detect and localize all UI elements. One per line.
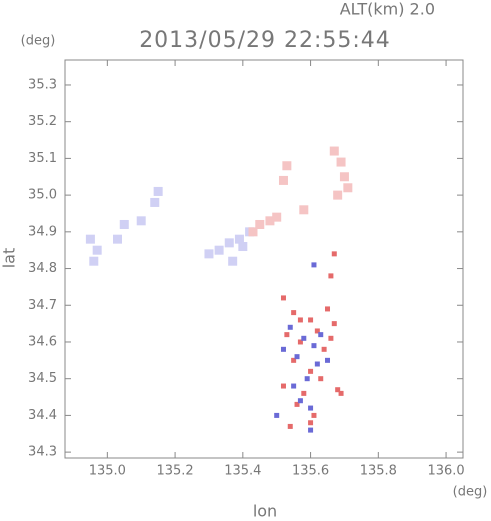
echo-cell <box>308 405 314 411</box>
echo-cell <box>234 234 244 244</box>
echo-cell <box>92 245 102 255</box>
y-tick-label: 35.0 <box>28 188 57 203</box>
echo-cell <box>333 190 343 200</box>
x-tick-label: 135.8 <box>360 464 397 479</box>
echo-cell <box>119 219 129 229</box>
echo-cell <box>291 357 297 363</box>
y-unit: (deg) <box>21 34 56 49</box>
echo-cell <box>308 427 314 433</box>
echo-cell <box>255 219 265 229</box>
echo-cell <box>311 412 317 418</box>
y-tick-label: 34.8 <box>28 261 57 276</box>
echo-cell <box>311 262 317 268</box>
echo-cell <box>335 387 341 393</box>
echo-cell <box>274 412 280 418</box>
y-tick-label: 34.3 <box>28 445 57 460</box>
echo-cell <box>294 354 300 360</box>
echo-cell <box>325 306 331 312</box>
echo-cell <box>113 234 123 244</box>
echo-cell <box>297 339 303 345</box>
y-tick-label: 35.1 <box>28 151 57 166</box>
x-unit: (deg) <box>453 485 488 500</box>
echo-cell <box>314 361 320 367</box>
echo-cell <box>280 383 286 389</box>
y-axis-label: lat <box>0 248 19 269</box>
x-axis-label: lon <box>253 502 277 521</box>
echo-cell <box>272 212 282 222</box>
echo-cell <box>304 376 310 382</box>
echo-cell <box>238 242 248 252</box>
echo-cell <box>297 317 303 323</box>
echo-cell <box>224 238 234 248</box>
echo-cell <box>278 175 288 185</box>
plot-frame <box>64 59 464 459</box>
echo-cell <box>287 324 293 330</box>
x-tick-label: 135.2 <box>156 464 193 479</box>
echo-cell <box>284 332 290 338</box>
echo-cell <box>318 332 324 338</box>
echo-cell <box>214 245 224 255</box>
echo-cell <box>287 423 293 429</box>
echo-cell <box>336 157 346 167</box>
echo-cell <box>318 376 324 382</box>
echo-cell <box>291 310 297 316</box>
x-tick-label: 135.6 <box>292 464 329 479</box>
chart-subtitle: ALT(km) 2.0 <box>340 0 435 19</box>
y-tick-label: 34.5 <box>28 371 57 386</box>
echo-cell <box>308 368 314 374</box>
echo-cell <box>331 321 337 327</box>
echo-cell <box>343 183 353 193</box>
echo-cell <box>291 383 297 389</box>
echo-cell <box>153 186 163 196</box>
echo-cell <box>282 161 292 171</box>
echo-cell <box>204 249 214 259</box>
echo-cell <box>85 234 95 244</box>
y-tick-label: 34.6 <box>28 334 57 349</box>
echo-cell <box>339 172 349 182</box>
echo-cell <box>265 216 275 226</box>
y-tick-label: 34.7 <box>28 298 57 313</box>
echo-cell <box>325 357 331 363</box>
echo-cell <box>301 335 307 341</box>
echo-cell <box>297 398 303 404</box>
echo-cell <box>89 256 99 266</box>
echo-cell <box>328 273 334 279</box>
echo-cell <box>314 328 320 334</box>
echo-cell <box>150 197 160 207</box>
echo-cell <box>299 205 309 215</box>
echo-cell <box>329 146 339 156</box>
x-tick-label: 135.4 <box>224 464 261 479</box>
echo-cell <box>301 390 307 396</box>
echo-cell <box>294 401 300 407</box>
echo-cell <box>338 390 344 396</box>
x-tick-label: 135.0 <box>89 464 126 479</box>
echo-cell <box>308 420 314 426</box>
echo-cell <box>328 335 334 341</box>
echo-cell <box>248 227 258 237</box>
echo-cell <box>136 216 146 226</box>
y-tick-label: 35.2 <box>28 114 57 129</box>
echo-cell <box>321 346 327 352</box>
y-tick-label: 34.4 <box>28 408 57 423</box>
echo-cell <box>308 317 314 323</box>
chart-title: 2013/05/29 22:55:44 <box>139 28 391 53</box>
echo-cell <box>280 295 286 301</box>
y-tick-label: 35.3 <box>28 77 57 92</box>
y-tick-label: 34.9 <box>28 224 57 239</box>
echo-cell <box>280 346 286 352</box>
echo-cell <box>331 251 337 257</box>
x-tick-label: 136.0 <box>427 464 464 479</box>
echo-cell <box>228 256 238 266</box>
echo-cell <box>311 343 317 349</box>
